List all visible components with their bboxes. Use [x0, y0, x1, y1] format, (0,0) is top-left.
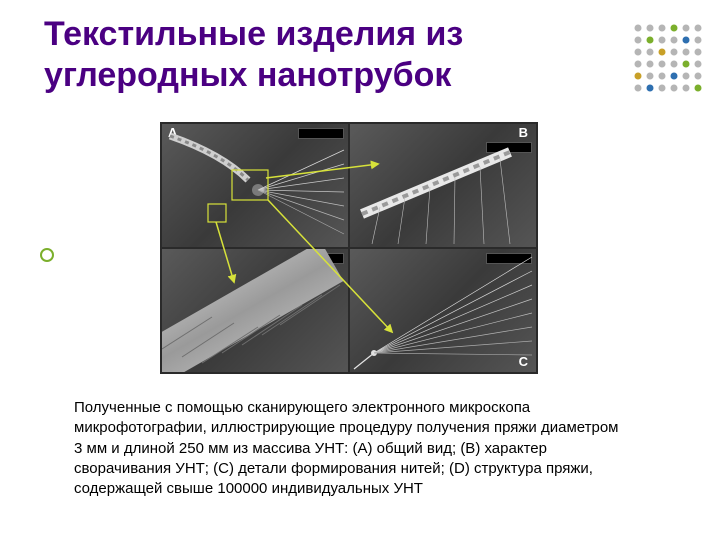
bullet-icon — [40, 248, 54, 262]
inter-panel-arrows — [160, 122, 538, 374]
corner-dot-decor — [632, 22, 710, 100]
figure-caption: Полученные с помощью сканирующего электр… — [74, 398, 646, 499]
slide-title: Текстильные изделия из углеродных нанотр… — [44, 14, 564, 97]
sem-figure: A B — [160, 122, 538, 374]
